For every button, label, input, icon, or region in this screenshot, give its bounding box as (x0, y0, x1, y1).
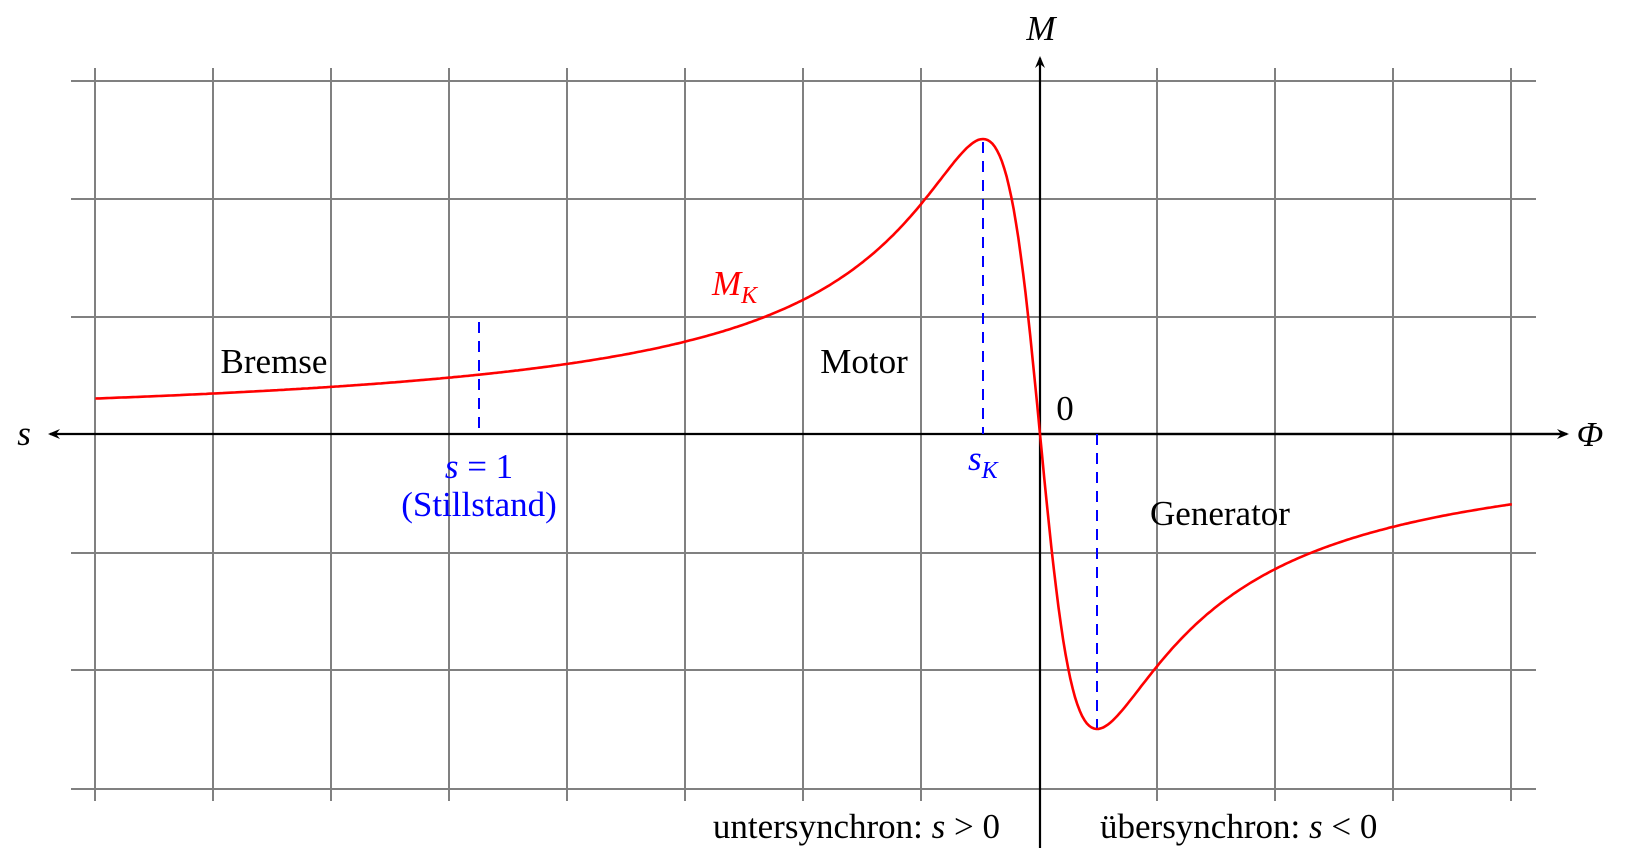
region-label-bremse: Bremse (221, 342, 328, 381)
region-label-generator: Generator (1150, 494, 1290, 533)
x-axis-left-label: s (17, 414, 31, 453)
uebersynchron-label: übersynchron: s < 0 (1100, 807, 1377, 846)
x-axis-right-label: Φ (1577, 415, 1604, 454)
untersynchron-label: untersynchron: s > 0 (713, 807, 1000, 846)
curve-label-mk: MK (711, 264, 759, 309)
torque-curve (95, 137, 1512, 731)
origin-label: 0 (1056, 389, 1074, 428)
y-axis-label: M (1025, 9, 1057, 48)
stillstand-label: (Stillstand) (401, 485, 557, 524)
sk-label: sK (968, 439, 1000, 484)
s1-label: s = 1 (445, 447, 513, 486)
region-label-motor: Motor (820, 342, 908, 381)
grid (71, 68, 1536, 801)
